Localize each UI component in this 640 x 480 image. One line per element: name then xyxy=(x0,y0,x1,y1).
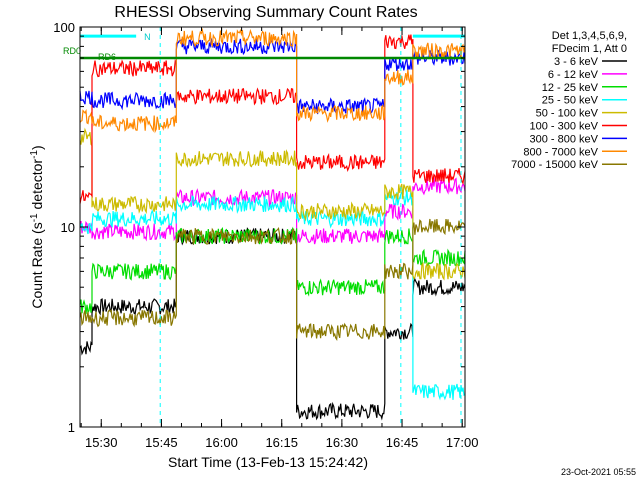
x-tick-label: 15:30 xyxy=(85,435,118,450)
legend-label-7: 300 - 800 keV xyxy=(530,133,599,145)
series-layer xyxy=(79,27,466,421)
x-tick-label: 16:00 xyxy=(205,435,238,450)
annotation-layer: RD0 RD6 N xyxy=(63,27,465,427)
legend-label-8: 800 - 7000 keV xyxy=(523,146,598,158)
x-tick-label: 16:15 xyxy=(265,435,298,450)
y-tick-label: 10 xyxy=(61,220,75,235)
y-axis-ticks: 1 10 100 xyxy=(53,20,465,435)
y-axis-label-exponent-1: -1 xyxy=(29,213,40,222)
series-line-4 xyxy=(79,189,466,401)
series-line-8 xyxy=(79,27,466,134)
y-axis-label-part-3: ) xyxy=(29,145,45,150)
y-axis-label-exponent-2: -1 xyxy=(29,150,40,159)
y-tick-label: 100 xyxy=(53,20,75,35)
legend-label-1: 3 - 6 keV xyxy=(554,56,599,68)
y-axis-label-part-2: detector xyxy=(29,159,45,214)
y-tick-label: 1 xyxy=(68,420,75,435)
x-tick-label: 16:30 xyxy=(326,435,359,450)
y-axis-label: Count Rate (s-1 detector-1) xyxy=(29,145,45,308)
chart-title: RHESSI Observing Summary Count Rates xyxy=(114,4,417,21)
legend-header-line-1: Det 1,3,4,5,6,9, xyxy=(552,30,627,42)
legend-label-6: 100 - 300 keV xyxy=(530,121,599,133)
x-tick-label: 15:45 xyxy=(145,435,178,450)
legend-label-2: 6 - 12 keV xyxy=(548,69,599,81)
series-line-7 xyxy=(79,38,466,115)
y-axis-label-part-1: Count Rate (s xyxy=(29,222,45,308)
rd0-label: RD0 xyxy=(63,46,81,56)
render-timestamp: 23-Oct-2021 05:55 xyxy=(561,467,636,477)
x-axis-label: Start Time (13-Feb-13 15:24:42) xyxy=(168,454,368,470)
legend-label-3: 12 - 25 keV xyxy=(542,82,599,94)
legend-label-4: 25 - 50 keV xyxy=(542,95,599,107)
legend-label-9: 7000 - 15000 keV xyxy=(511,159,599,171)
legend-header-line-2: FDecim 1, Att 0 xyxy=(552,43,627,55)
series-line-1 xyxy=(79,227,466,421)
legend-label-5: 50 - 100 keV xyxy=(536,108,599,120)
n-label: N xyxy=(144,32,151,42)
x-axis-ticks: 15:30 15:45 16:00 16:15 16:30 16:45 17:00 xyxy=(80,27,479,450)
x-tick-label: 17:00 xyxy=(446,435,479,450)
x-tick-label: 16:45 xyxy=(386,435,419,450)
rd6-label: RD6 xyxy=(98,52,116,62)
series-line-5 xyxy=(79,127,466,281)
